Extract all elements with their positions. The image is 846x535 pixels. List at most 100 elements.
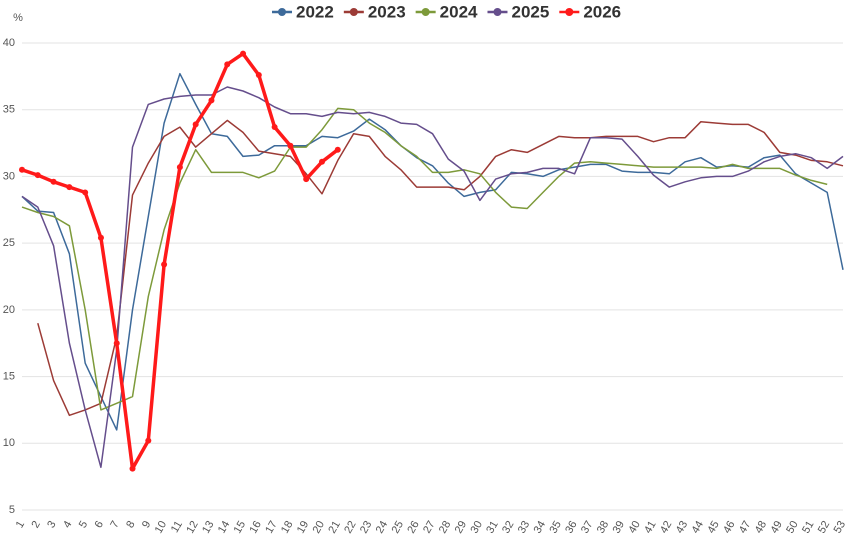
x-tick-label: 11 [169, 519, 185, 535]
point [82, 189, 89, 196]
x-tick-label: 5 [77, 519, 90, 530]
x-tick-label: 18 [279, 519, 296, 535]
x-tick-label: 38 [595, 519, 612, 535]
point [208, 97, 215, 104]
x-tick-label: 8 [124, 519, 137, 530]
y-tick-label: 20 [3, 304, 15, 316]
x-tick-label: 43 [674, 519, 691, 535]
x-tick-label: 42 [658, 519, 675, 535]
x-tick-label: 49 [768, 519, 785, 535]
x-tick-label: 24 [374, 519, 391, 535]
y-tick-label: 35 [3, 104, 15, 116]
point [224, 61, 231, 68]
x-tick-label: 25 [390, 519, 407, 535]
x-tick-label: 2 [29, 519, 42, 530]
legend-label: 2024 [440, 2, 478, 21]
x-tick-label: 52 [816, 519, 833, 535]
x-tick-label: 44 [690, 519, 707, 535]
series-line [21, 72, 844, 431]
point [271, 124, 278, 131]
legend-label: 2025 [511, 2, 549, 21]
x-tick-label: 1 [14, 519, 27, 530]
x-tick-label: 20 [311, 519, 328, 535]
point [176, 164, 183, 171]
x-tick-label: 19 [295, 519, 312, 535]
x-tick-label: 35 [547, 519, 564, 535]
point [97, 234, 104, 241]
point [161, 261, 168, 268]
y-tick-label: 10 [3, 437, 15, 449]
x-tick-label: 47 [737, 519, 754, 535]
y-tick-label: 25 [3, 237, 15, 249]
x-tick-label: 34 [532, 519, 549, 535]
point [334, 146, 341, 153]
x-tick-label: 45 [705, 519, 722, 535]
x-tick-label: 31 [484, 519, 501, 535]
x-tick-label: 36 [563, 519, 580, 535]
x-tick-label: 41 [642, 519, 659, 535]
x-tick-label: 29 [453, 519, 470, 535]
legend-marker [493, 8, 502, 16]
point [34, 172, 41, 179]
x-tick-label: 53 [832, 519, 846, 535]
point [318, 158, 325, 165]
y-tick-label: 30 [3, 170, 15, 182]
y-tick-label: 40 [3, 37, 15, 49]
x-tick-label: 4 [61, 519, 74, 530]
y-unit: % [13, 12, 23, 24]
x-tick-label: 7 [108, 519, 121, 530]
legend-label: 2023 [368, 2, 406, 21]
x-tick-label: 6 [93, 519, 106, 530]
x-tick-label: 13 [200, 519, 217, 535]
point [113, 340, 120, 347]
point [145, 437, 152, 444]
x-tick-label: 39 [611, 519, 628, 535]
point [192, 121, 199, 128]
point [50, 178, 57, 185]
point [129, 465, 136, 472]
legend-marker [421, 8, 430, 16]
point [255, 72, 262, 79]
point [66, 184, 73, 191]
point [19, 166, 25, 173]
x-tick-label: 50 [784, 519, 801, 535]
y-tick-label: 15 [3, 370, 15, 382]
series-line [21, 107, 828, 411]
x-tick-label: 48 [753, 519, 770, 535]
series-line [21, 51, 339, 471]
x-tick-label: 30 [468, 519, 485, 535]
series-line [37, 119, 844, 417]
x-tick-label: 15 [232, 519, 249, 535]
x-tick-label: 37 [579, 519, 596, 535]
x-tick-label: 3 [45, 519, 58, 530]
point [303, 176, 310, 183]
x-tick-label: 12 [184, 519, 201, 535]
point [287, 142, 294, 149]
series-line [21, 86, 844, 469]
x-tick-label: 51 [800, 519, 817, 535]
legend-marker [278, 8, 286, 16]
x-tick-label: 17 [263, 519, 280, 535]
x-tick-label: 9 [140, 519, 153, 530]
x-tick-label: 33 [516, 519, 533, 535]
x-tick-label: 23 [358, 519, 375, 535]
x-tick-label: 14 [216, 519, 233, 535]
legend-marker [565, 8, 574, 16]
legend-label: 2022 [296, 2, 334, 21]
x-tick-label: 10 [153, 519, 170, 535]
y-tick-label: 5 [9, 504, 15, 516]
x-tick-label: 28 [437, 519, 454, 535]
x-tick-label: 16 [247, 519, 264, 535]
x-tick-label: 27 [421, 519, 438, 535]
point [240, 50, 247, 57]
x-tick-label: 40 [626, 519, 643, 535]
legend-marker [349, 8, 358, 16]
x-tick-label: 21 [326, 519, 343, 535]
x-tick-label: 32 [500, 519, 517, 535]
x-tick-label: 22 [342, 519, 359, 535]
x-tick-label: 46 [721, 519, 738, 535]
x-tick-label: 26 [405, 519, 422, 535]
legend-label: 2026 [583, 2, 621, 21]
